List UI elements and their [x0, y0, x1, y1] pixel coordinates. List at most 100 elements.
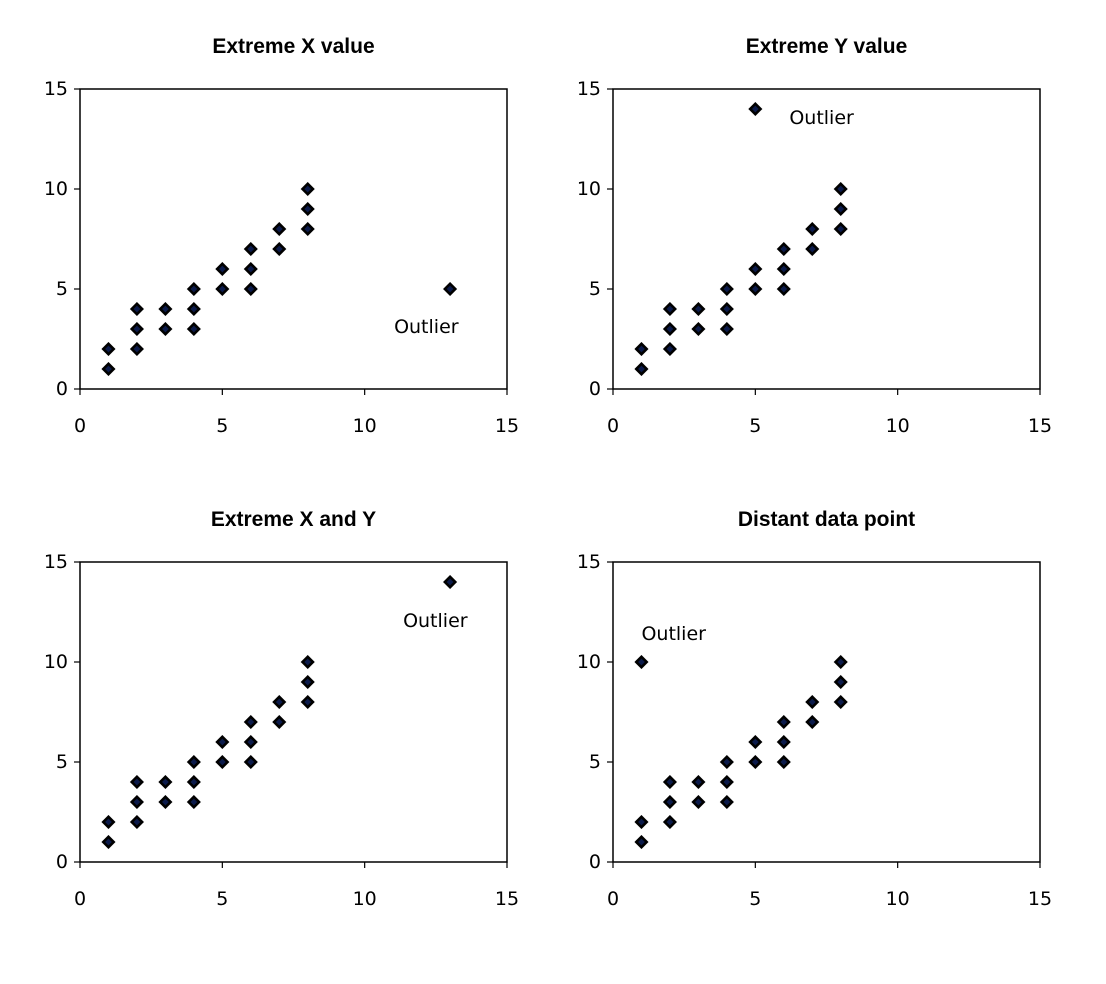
data-point	[185, 774, 202, 790]
y-tick-label: 0	[56, 378, 68, 400]
x-tick-label: 0	[74, 888, 86, 910]
data-point	[718, 754, 735, 770]
data-point	[299, 181, 316, 197]
data-point	[271, 241, 288, 257]
data-point	[214, 754, 231, 770]
y-tick-label: 5	[56, 751, 68, 773]
data-point	[442, 281, 458, 297]
x-tick-label: 15	[495, 888, 519, 910]
data-point	[157, 301, 174, 317]
data-point	[832, 694, 849, 710]
data-point	[242, 241, 259, 257]
data-point	[804, 694, 821, 710]
data-point	[185, 321, 202, 337]
plot-area	[79, 88, 508, 390]
data-point	[633, 814, 650, 830]
plot-area	[612, 561, 1041, 863]
x-tick-label: 10	[886, 888, 910, 910]
data-point	[242, 281, 259, 297]
data-point	[185, 754, 202, 770]
chart-title: Extreme X and Y	[211, 508, 376, 531]
data-point	[129, 794, 145, 810]
data-point	[804, 241, 821, 257]
data-point	[100, 814, 117, 830]
plot-area	[612, 88, 1041, 390]
x-tick-label: 5	[749, 415, 761, 437]
y-tick-label: 15	[577, 78, 601, 100]
data-point	[185, 281, 202, 297]
data-point	[662, 794, 678, 810]
data-point	[271, 694, 288, 710]
data-point	[775, 241, 792, 257]
data-point	[242, 734, 259, 750]
data-point	[775, 261, 792, 277]
data-point	[271, 714, 288, 730]
x-tick-label: 15	[495, 415, 519, 437]
data-point	[775, 754, 792, 770]
data-point	[690, 794, 707, 810]
data-point	[804, 714, 821, 730]
data-point	[157, 774, 174, 790]
x-tick-label: 0	[74, 415, 86, 437]
outlier-annotation: Outlier	[394, 316, 459, 338]
y-tick-label: 5	[56, 278, 68, 300]
chart-title: Extreme X value	[212, 35, 374, 58]
data-point	[129, 341, 145, 357]
y-tick-label: 15	[577, 551, 601, 573]
data-point	[185, 301, 202, 317]
x-tick-label: 0	[607, 888, 619, 910]
data-point	[214, 734, 231, 750]
data-point	[662, 814, 678, 830]
data-point	[100, 341, 117, 357]
data-point	[747, 754, 764, 770]
data-point	[129, 321, 145, 337]
data-point	[100, 834, 117, 850]
x-tick-label: 5	[216, 888, 228, 910]
y-tick-label: 0	[56, 851, 68, 873]
x-tick-label: 5	[749, 888, 761, 910]
data-point	[832, 674, 849, 690]
y-tick-label: 15	[44, 78, 68, 100]
data-point	[242, 261, 259, 277]
data-point	[690, 321, 707, 337]
data-point	[214, 261, 231, 277]
data-point	[747, 281, 764, 297]
chart-panel-4: Distant data point 0 5 10 15 0 5 10 15 Outlier	[577, 508, 1052, 910]
y-tick-label: 5	[589, 278, 601, 300]
data-point	[662, 301, 678, 317]
chart-title: Distant data point	[738, 508, 915, 531]
x-tick-label: 15	[1028, 415, 1052, 437]
y-tick-label: 5	[589, 751, 601, 773]
data-point	[832, 654, 849, 670]
data-point	[662, 321, 678, 337]
chart-panel-1: Extreme X value 0 5 10 15 0 5 10 15 Outlier	[44, 35, 519, 437]
x-tick-label: 0	[607, 415, 619, 437]
data-point	[185, 794, 202, 810]
chart-panel-3: Extreme X and Y 0 5 10 15 0 5 10 15 Outlier	[44, 508, 519, 910]
data-point	[129, 774, 145, 790]
outlier-annotation: Outlier	[403, 610, 468, 632]
data-point	[747, 734, 764, 750]
data-point	[299, 201, 316, 217]
y-tick-label: 10	[44, 178, 68, 200]
data-point	[442, 574, 458, 590]
data-point	[832, 181, 849, 197]
x-tick-label: 10	[353, 888, 377, 910]
data-point	[747, 101, 764, 117]
data-point	[299, 654, 316, 670]
data-point	[718, 794, 735, 810]
data-point	[271, 221, 288, 237]
data-point	[662, 774, 678, 790]
data-point	[747, 261, 764, 277]
chart-title: Extreme Y value	[746, 35, 908, 58]
data-point	[129, 301, 145, 317]
data-point	[633, 361, 650, 377]
y-tick-label: 10	[577, 178, 601, 200]
data-point	[129, 814, 145, 830]
data-point	[633, 834, 650, 850]
outlier-annotation: Outlier	[789, 107, 854, 129]
plot-area	[79, 561, 508, 863]
data-point	[299, 694, 316, 710]
data-point	[299, 674, 316, 690]
